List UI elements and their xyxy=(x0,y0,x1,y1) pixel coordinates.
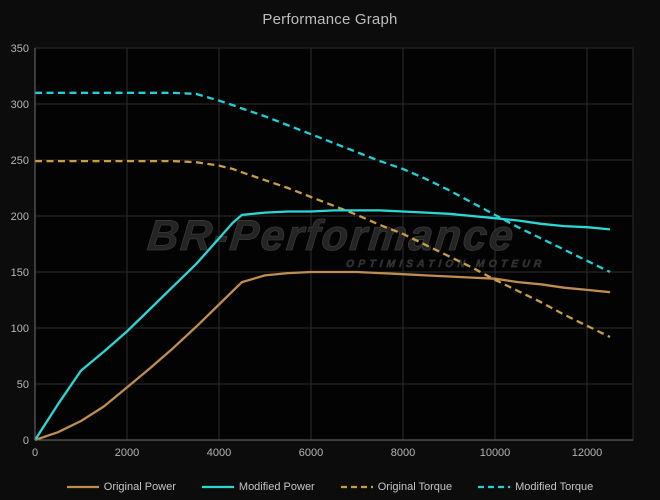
watermark-brand-text: BR-Performance xyxy=(145,212,517,260)
legend-item-original-torque: Original Torque xyxy=(340,481,453,493)
legend: Original Power Modified Power Original Tor… xyxy=(0,481,660,493)
y-tick-label: 50 xyxy=(17,379,29,391)
chart-title: Performance Graph xyxy=(262,11,398,28)
series-line-modified-power xyxy=(34,209,611,441)
watermark-tagline-text: OPTIMISATION MOTEUR xyxy=(345,258,546,270)
x-tick-label: 6000 xyxy=(299,447,323,459)
y-tick-label: 0 xyxy=(23,435,29,447)
legend-label-modified-torque: Modified Torque xyxy=(515,481,594,493)
axes-layer: 0 2000 4000 6000 8000 10000 12000 0 50 100 150 200 2… xyxy=(11,43,633,459)
y-tick-label: 200 xyxy=(11,211,29,223)
legend-label-original-torque: Original Torque xyxy=(377,481,453,493)
x-tick-label: 12000 xyxy=(572,447,603,459)
legend-swatch-original-power xyxy=(66,485,99,489)
series-line-modified-torque xyxy=(35,91,611,274)
y-tick-label: 150 xyxy=(11,267,29,279)
series-lines-layer xyxy=(34,91,611,442)
plot-bg xyxy=(35,48,633,440)
x-tick-label: 2000 xyxy=(115,447,139,459)
legend-label-original-power: Original Power xyxy=(103,481,176,493)
legend-swatch-modified-power xyxy=(201,485,234,489)
plot-background-layer xyxy=(35,48,633,440)
x-tick-label: 10000 xyxy=(480,447,511,459)
y-tick-label: 100 xyxy=(11,323,29,335)
x-tick-label: 4000 xyxy=(207,447,231,459)
x-tick-label: 0 xyxy=(32,447,38,459)
gridlines-layer xyxy=(34,47,634,441)
legend-item-modified-torque: Modified Torque xyxy=(478,481,593,493)
legend-swatch-modified-torque xyxy=(478,485,511,489)
series-line-original-torque xyxy=(35,159,611,339)
y-tick-label: 350 xyxy=(11,43,29,55)
y-tick-label: 300 xyxy=(11,99,29,111)
series-line-original-power xyxy=(34,270,611,442)
legend-item-modified-power: Modified Power xyxy=(201,481,315,493)
legend-item-original-power: Original Power xyxy=(66,481,176,493)
legend-label-modified-power: Modified Power xyxy=(238,481,315,493)
x-tick-label: 8000 xyxy=(391,447,415,459)
y-tick-label: 250 xyxy=(11,155,29,167)
legend-swatch-original-torque xyxy=(340,485,373,489)
